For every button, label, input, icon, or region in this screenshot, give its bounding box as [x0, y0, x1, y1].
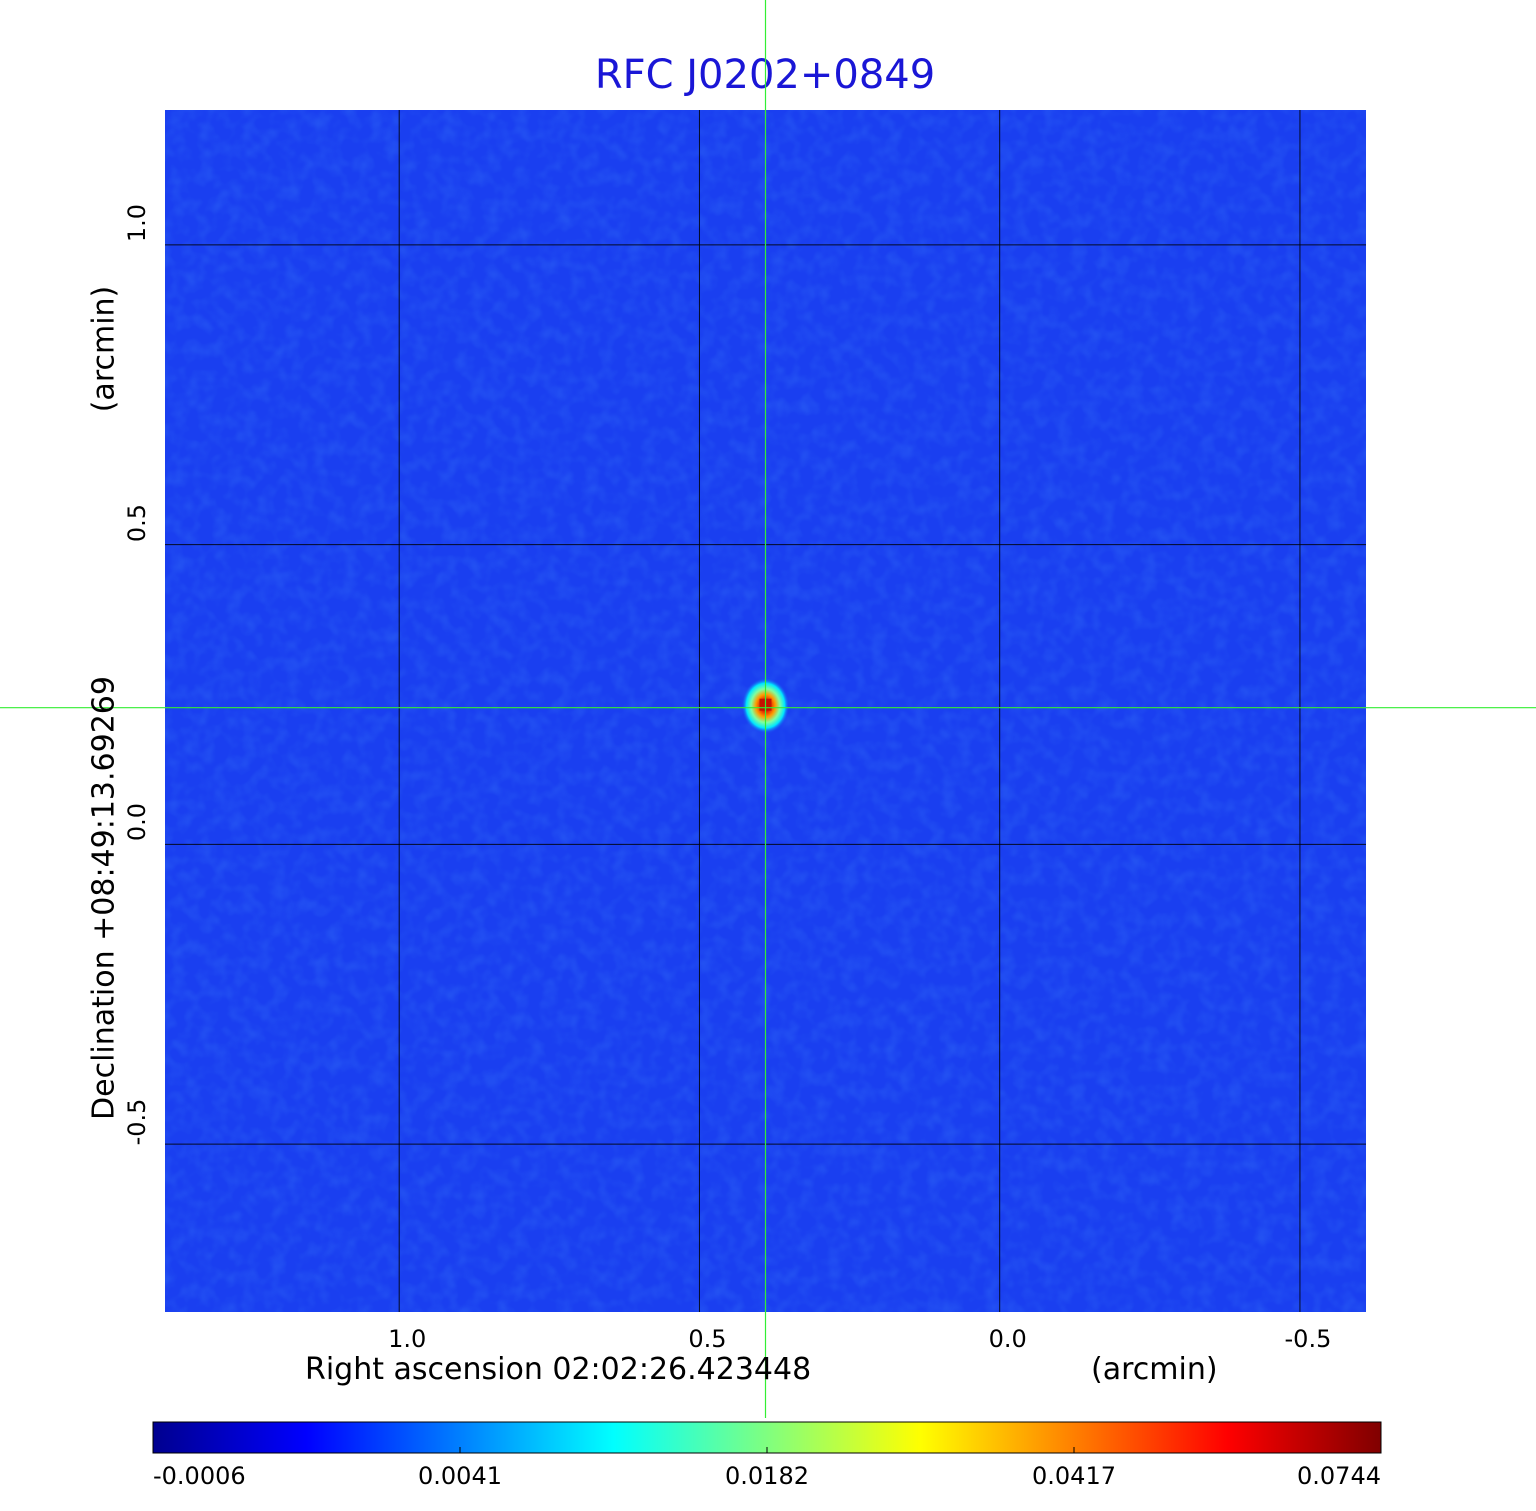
y-tick-label: 0.0: [123, 803, 151, 842]
x-tick-label: 1.0: [388, 1325, 427, 1353]
x-axis-label: Right ascension 02:02:26.423448: [305, 1352, 812, 1387]
colorbar-tick-label: 0.0744: [1297, 1462, 1381, 1490]
x-tick-label: -0.5: [1284, 1325, 1332, 1353]
y-tick-label: 0.5: [123, 503, 151, 542]
colorbar-tick-label: 0.0417: [1032, 1462, 1116, 1490]
crosshair: [0, 0, 1536, 1418]
y-axis-label: Declination +08:49:13.69269: [86, 676, 122, 1120]
colorbar-tick-label: 0.0041: [418, 1462, 502, 1490]
y-tick-label: -0.5: [123, 1098, 151, 1146]
colorbar: [152, 1421, 1382, 1454]
y-tick-label: 1.0: [123, 203, 151, 242]
x-tick-label: 0.5: [688, 1325, 727, 1353]
colorbar-tick-label: 0.0182: [725, 1462, 809, 1490]
y-axis-unit-label: (arcmin): [86, 285, 122, 413]
colorbar-tick-label: -0.0006: [153, 1462, 246, 1490]
x-axis-unit-label: (arcmin): [1091, 1352, 1218, 1387]
x-tick-label: 0.0: [988, 1325, 1027, 1353]
